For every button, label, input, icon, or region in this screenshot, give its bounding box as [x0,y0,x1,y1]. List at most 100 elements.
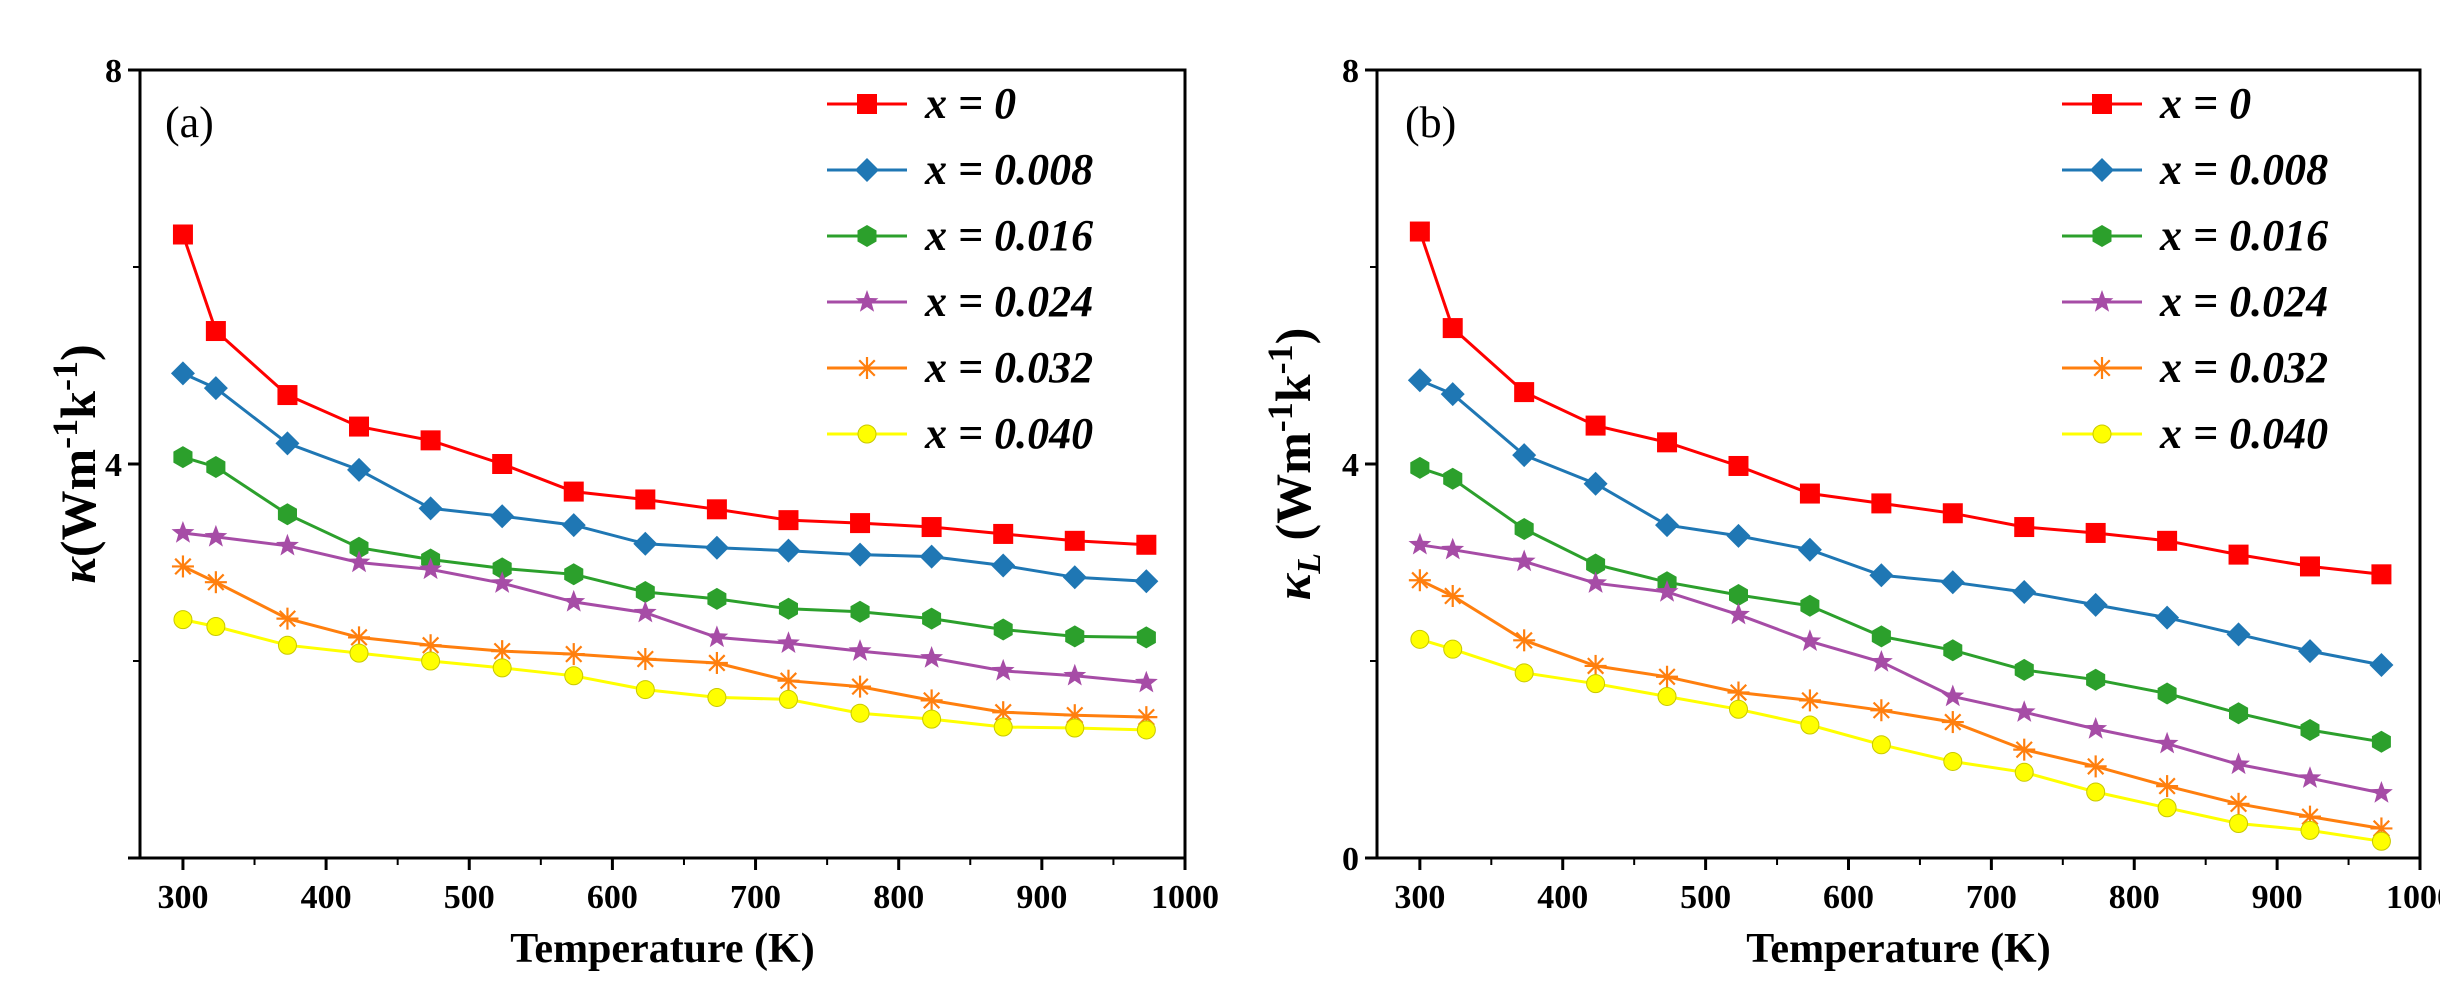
data-point [1869,650,1893,672]
legend-label: x = 0.016 [924,211,1093,260]
data-point [492,557,512,580]
panel-label: (a) [165,98,214,147]
data-point [2086,782,2106,802]
data-point [171,555,194,578]
data-point [635,680,655,700]
legend-entry: x = 0.032 [827,343,1093,392]
data-point [1514,663,1534,683]
series-x-0 [172,224,1157,555]
y-axis-exponent: -1 [45,419,85,449]
data-point [419,557,442,580]
legend-entry: x = 0.016 [2062,211,2328,260]
data-point [205,321,226,342]
data-point [418,496,443,521]
y-axis-k: k [50,391,106,419]
data-point [2229,702,2249,725]
data-point [171,521,195,543]
data-point [1727,602,1750,625]
data-point [705,625,729,648]
data-point [1514,382,1535,403]
x-tick-label: 600 [1823,879,1874,916]
data-point [1656,665,1679,688]
x-tick-label: 1000 [2386,879,2440,916]
data-point [492,454,513,474]
legend-label: x = 0 [2159,79,2251,128]
series-x-0-016 [1410,456,2391,753]
legend-entry: x = 0.008 [827,145,1093,194]
data-point [2084,755,2107,778]
y-axis-unit: (Wm [50,449,106,557]
data-point [850,703,870,723]
data-point [490,504,515,529]
data-point [2086,668,2106,691]
legend-marker [2090,158,2114,182]
data-point [276,607,299,630]
series-line [1419,637,2382,843]
data-point [562,589,586,612]
x-tick-label: 600 [587,879,638,916]
data-point [1798,629,1822,651]
data-point [421,651,441,671]
data-point [1584,654,1607,677]
data-point [206,617,226,637]
data-point [1655,513,1680,538]
data-point [2014,517,2035,538]
y-axis-subscript: L [1291,553,1328,575]
data-point [2155,605,2180,630]
data-point [1799,483,1820,504]
series-line [182,455,1147,639]
x-tick-label: 400 [301,879,352,916]
data-point [993,717,1013,737]
data-point [349,643,369,663]
data-point [1800,594,1820,617]
series-line [1419,466,2382,744]
data-point [347,550,371,573]
data-point [277,385,298,406]
data-point [2013,738,2036,761]
x-tick-label: 800 [2109,879,2160,916]
y-axis-label: κ(Wm-1k-1) [45,344,106,583]
x-tick-label: 900 [2252,879,2303,916]
data-point [173,610,193,630]
data-point [992,701,1015,724]
data-point [633,531,658,556]
data-point [1136,720,1156,740]
data-point [2297,639,2322,664]
legend-label: x = 0.024 [2159,277,2328,326]
data-point [1942,503,1963,524]
data-point [203,376,228,401]
y-axis-symbol: κ [50,556,106,584]
data-point [2157,682,2177,705]
data-point [635,581,655,603]
data-point [204,571,227,594]
data-point [2155,731,2179,754]
data-point [1136,534,1157,555]
data-point [1728,455,1749,476]
data-point [2300,719,2320,741]
data-point [1871,493,1892,514]
data-point [277,635,297,655]
data-point [1797,537,1822,562]
y-axis-exponent: -1 [1260,344,1300,374]
data-point [492,658,512,678]
legend-label: x = 0.040 [2159,409,2328,458]
data-point [562,643,585,666]
data-point [349,536,369,559]
data-point [919,544,944,569]
data-point [276,533,299,556]
data-point [778,510,799,531]
chart-panel-a: 300 400 500 600 700 800 900 1000 4 8 Temperature (… [45,53,1219,972]
data-point [920,689,943,712]
data-point [1134,670,1158,693]
data-point [1065,718,1085,738]
data-point [1442,318,1463,339]
data-point [922,709,942,729]
legend-label: x = 0.032 [924,343,1093,392]
series-x-0-040 [1410,629,2391,851]
legend-label: x = 0.016 [2159,211,2328,260]
data-point [1064,530,1085,551]
series-x-0-008 [170,361,1159,594]
data-point [635,489,656,510]
data-point [490,571,514,593]
y-axis-close: ) [50,344,106,361]
